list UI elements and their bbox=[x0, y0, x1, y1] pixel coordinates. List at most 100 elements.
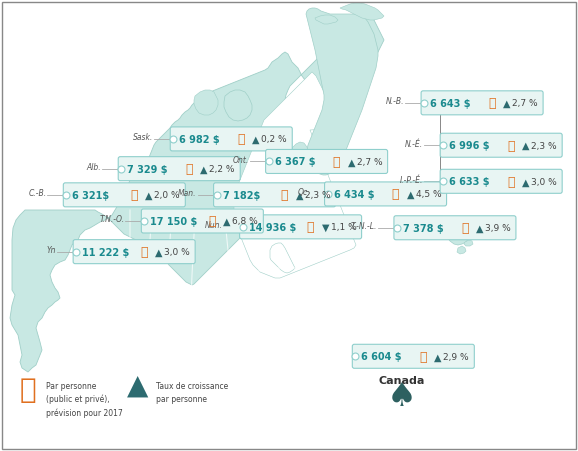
Text: Man.: Man. bbox=[178, 189, 197, 198]
FancyBboxPatch shape bbox=[440, 169, 562, 193]
Polygon shape bbox=[315, 15, 338, 24]
Text: T.N.-O.: T.N.-O. bbox=[99, 216, 124, 225]
Text: 14 936 $: 14 936 $ bbox=[249, 223, 296, 233]
Polygon shape bbox=[224, 90, 252, 121]
Text: ⛹: ⛹ bbox=[280, 189, 288, 202]
Text: 6 321$: 6 321$ bbox=[72, 191, 109, 201]
FancyBboxPatch shape bbox=[325, 182, 447, 206]
Text: ▲: ▲ bbox=[476, 224, 483, 234]
Text: ⛹: ⛹ bbox=[461, 222, 468, 235]
Text: 0,2 %: 0,2 % bbox=[261, 135, 287, 144]
Text: 2,7 %: 2,7 % bbox=[512, 99, 538, 108]
Text: ⛹: ⛹ bbox=[391, 189, 399, 202]
Text: Canada: Canada bbox=[379, 376, 425, 386]
Text: Par personne
(public et privé),
prévision pour 2017: Par personne (public et privé), prévisio… bbox=[46, 382, 123, 418]
Text: I.-P.-É.: I.-P.-É. bbox=[400, 176, 423, 185]
Text: 2,2 %: 2,2 % bbox=[209, 165, 235, 174]
FancyBboxPatch shape bbox=[73, 239, 195, 264]
Text: ▲: ▲ bbox=[155, 248, 162, 258]
Text: 6 633 $: 6 633 $ bbox=[449, 177, 490, 187]
Text: ⛹: ⛹ bbox=[507, 140, 514, 153]
Text: Nun.: Nun. bbox=[205, 221, 223, 230]
Text: 6,8 %: 6,8 % bbox=[232, 217, 258, 226]
Text: Sask.: Sask. bbox=[133, 133, 153, 143]
Text: ⛹: ⛹ bbox=[488, 97, 495, 110]
Text: 2,3 %: 2,3 % bbox=[531, 142, 557, 151]
Text: 7 378 $: 7 378 $ bbox=[403, 224, 443, 234]
Text: ⛹: ⛹ bbox=[208, 216, 216, 229]
Text: Yn: Yn bbox=[47, 246, 56, 255]
Text: 1,1 %: 1,1 % bbox=[331, 223, 357, 232]
Text: ⛹: ⛹ bbox=[332, 156, 340, 169]
FancyBboxPatch shape bbox=[394, 216, 516, 240]
Text: ⛹: ⛹ bbox=[237, 133, 244, 147]
Polygon shape bbox=[234, 72, 356, 278]
FancyBboxPatch shape bbox=[266, 149, 388, 174]
Text: 2,3 %: 2,3 % bbox=[305, 191, 330, 200]
Text: ⛹: ⛹ bbox=[306, 221, 314, 235]
Text: 6 604 $: 6 604 $ bbox=[361, 352, 402, 362]
Text: ▲: ▲ bbox=[522, 177, 529, 187]
Text: N.-B.: N.-B. bbox=[386, 97, 404, 106]
Text: ⛹: ⛹ bbox=[140, 246, 147, 259]
Text: ▲: ▲ bbox=[406, 190, 414, 200]
Text: 4,5 %: 4,5 % bbox=[416, 190, 441, 199]
Text: 3,0 %: 3,0 % bbox=[164, 248, 190, 257]
Text: ▲: ▲ bbox=[127, 372, 149, 400]
Text: Taux de croissance
par personne: Taux de croissance par personne bbox=[156, 382, 228, 404]
Text: 7 329 $: 7 329 $ bbox=[127, 165, 168, 175]
Polygon shape bbox=[194, 90, 218, 115]
Polygon shape bbox=[446, 223, 470, 245]
Text: ▲: ▲ bbox=[295, 191, 303, 201]
Text: ♠: ♠ bbox=[387, 380, 417, 414]
FancyBboxPatch shape bbox=[440, 133, 562, 157]
Text: ⛹: ⛹ bbox=[130, 189, 138, 202]
Text: ▲: ▲ bbox=[252, 135, 260, 145]
Text: 11 222 $: 11 222 $ bbox=[82, 248, 129, 258]
Text: Qc: Qc bbox=[297, 189, 307, 198]
Text: 6 643 $: 6 643 $ bbox=[430, 99, 470, 109]
Polygon shape bbox=[270, 243, 295, 273]
Polygon shape bbox=[306, 8, 378, 175]
Text: Ont.: Ont. bbox=[232, 156, 249, 165]
Text: 2,0 %: 2,0 % bbox=[154, 191, 180, 200]
Text: N.-É.: N.-É. bbox=[405, 140, 423, 149]
Text: 2,9 %: 2,9 % bbox=[443, 353, 469, 362]
FancyBboxPatch shape bbox=[353, 344, 475, 368]
Text: C.-B.: C.-B. bbox=[28, 189, 46, 198]
Text: 3,0 %: 3,0 % bbox=[531, 178, 557, 187]
Polygon shape bbox=[464, 240, 473, 246]
FancyBboxPatch shape bbox=[214, 183, 336, 207]
FancyBboxPatch shape bbox=[240, 215, 362, 239]
Text: ▲: ▲ bbox=[223, 217, 231, 227]
Text: 6 996 $: 6 996 $ bbox=[449, 141, 490, 151]
Text: 3,9 %: 3,9 % bbox=[485, 224, 511, 233]
Text: ⛹: ⛹ bbox=[185, 163, 192, 176]
Text: 7 182$: 7 182$ bbox=[223, 191, 260, 201]
Text: ⛹: ⛹ bbox=[507, 176, 514, 189]
Text: 6 367 $: 6 367 $ bbox=[275, 157, 315, 167]
Text: 6 434 $: 6 434 $ bbox=[334, 190, 374, 200]
FancyBboxPatch shape bbox=[142, 209, 264, 233]
FancyBboxPatch shape bbox=[171, 127, 292, 151]
FancyBboxPatch shape bbox=[421, 91, 543, 115]
Text: Alb.: Alb. bbox=[87, 163, 101, 172]
Text: ▼: ▼ bbox=[321, 223, 329, 233]
Text: T.-N.-L.: T.-N.-L. bbox=[350, 222, 377, 231]
Text: 6 982 $: 6 982 $ bbox=[179, 135, 220, 145]
Text: ▲: ▲ bbox=[522, 141, 529, 151]
FancyBboxPatch shape bbox=[118, 156, 240, 181]
Text: ▲: ▲ bbox=[503, 99, 510, 109]
Text: ▲: ▲ bbox=[200, 165, 208, 175]
Text: ▲: ▲ bbox=[347, 157, 355, 167]
Polygon shape bbox=[10, 13, 384, 372]
Polygon shape bbox=[340, 3, 384, 20]
Text: ▲: ▲ bbox=[434, 352, 442, 362]
Text: ⛹: ⛹ bbox=[20, 376, 36, 404]
Polygon shape bbox=[291, 142, 308, 163]
Text: ▲: ▲ bbox=[145, 191, 153, 201]
Polygon shape bbox=[457, 246, 466, 254]
FancyBboxPatch shape bbox=[64, 183, 186, 207]
Text: 17 150 $: 17 150 $ bbox=[150, 217, 198, 227]
Text: ⛹: ⛹ bbox=[419, 351, 427, 364]
